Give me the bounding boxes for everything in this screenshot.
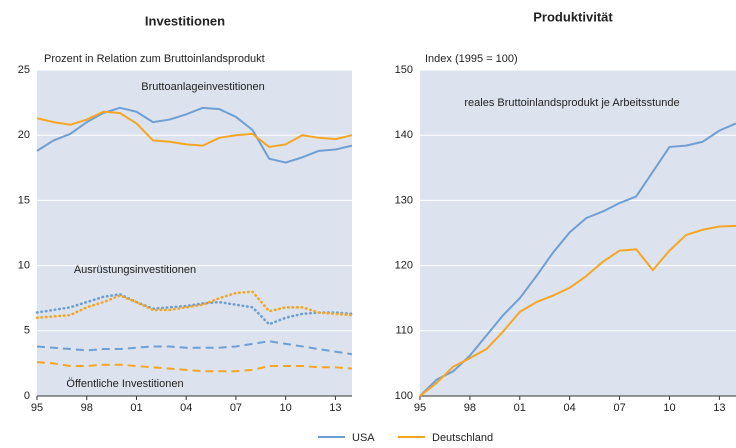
y-tick-label: 140 (395, 129, 413, 141)
line-series (419, 122, 736, 397)
x-tick-label: 95 (414, 402, 426, 414)
x-tick-label: 10 (280, 402, 292, 414)
y-tick-label: 120 (395, 260, 413, 272)
x-tick-label: 07 (230, 402, 242, 414)
y-tick-label: 110 (395, 325, 413, 337)
annotation: Ausrüstungsinvestitionen (74, 264, 196, 276)
x-tick-label: 01 (130, 402, 142, 414)
y-tick-label: 10 (18, 260, 30, 272)
y-tick-label: 5 (24, 325, 30, 337)
axis-subtitle: Index (1995 = 100) (425, 53, 518, 65)
line-series (419, 224, 736, 397)
legend-label: USA (352, 432, 375, 444)
line-series (36, 361, 353, 373)
chart-title: Produktivität (533, 9, 613, 24)
x-tick-label: 07 (613, 402, 625, 414)
x-tick-label: 01 (514, 402, 526, 414)
line-series (35, 292, 354, 326)
y-tick-label: 25 (18, 64, 30, 76)
x-tick-label: 10 (663, 402, 675, 414)
plot-area (37, 70, 352, 396)
plot-area (420, 70, 736, 396)
y-tick-label: 100 (395, 390, 413, 402)
chart-title: Investitionen (145, 13, 225, 28)
legend-label: Deutschland (432, 432, 493, 444)
annotation: reales Bruttoinlandsprodukt je Arbeitsst… (464, 97, 679, 109)
x-tick-label: 04 (564, 402, 576, 414)
x-tick-label: 98 (464, 402, 476, 414)
line-series (35, 290, 354, 320)
x-tick-label: 04 (180, 402, 192, 414)
axis-subtitle: Prozent in Relation zum Bruttoinlandspro… (44, 53, 265, 65)
y-tick-label: 15 (18, 194, 30, 206)
x-tick-label: 95 (31, 402, 43, 414)
line-series (36, 340, 353, 356)
annotation: Öffentliche Investitionen (66, 378, 183, 390)
line-series (36, 106, 353, 164)
y-tick-label: 130 (395, 194, 413, 206)
line-series (36, 110, 353, 148)
x-tick-label: 13 (713, 402, 725, 414)
y-tick-label: 0 (24, 390, 30, 402)
annotation: Bruttoanlageinvestitionen (141, 81, 265, 93)
y-tick-label: 20 (18, 129, 30, 141)
x-tick-label: 13 (329, 402, 341, 414)
x-tick-label: 98 (81, 402, 93, 414)
y-tick-label: 150 (395, 64, 413, 76)
